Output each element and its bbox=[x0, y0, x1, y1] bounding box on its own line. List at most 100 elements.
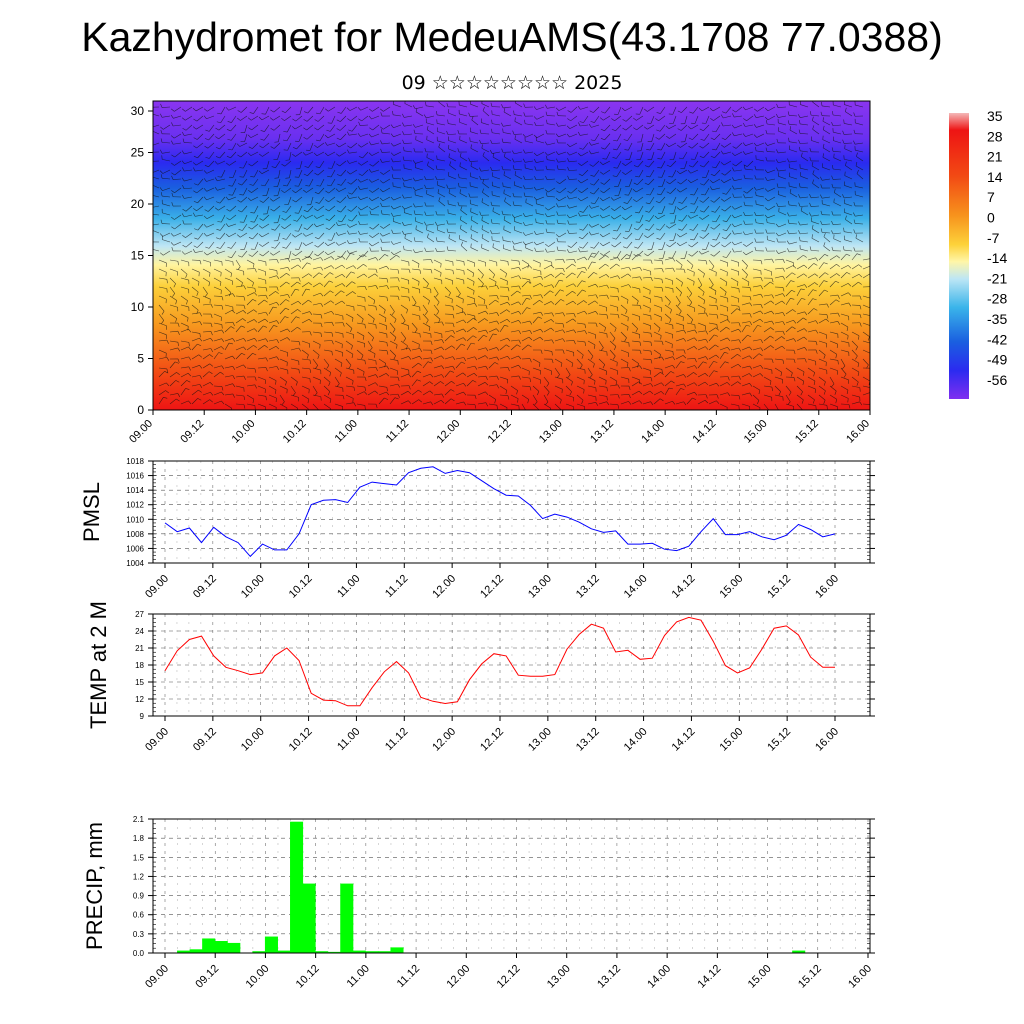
wind-barb bbox=[777, 205, 787, 207]
wind-barb-flag bbox=[286, 281, 290, 285]
wind-barb-flag bbox=[346, 194, 350, 199]
wind-barb-flag bbox=[738, 339, 742, 344]
wind-barb bbox=[383, 169, 391, 175]
wind-barb bbox=[197, 223, 204, 231]
wind-barb-flag bbox=[386, 342, 388, 347]
wind-barb bbox=[591, 214, 600, 218]
wind-barb bbox=[422, 313, 429, 321]
wind-barb-flag bbox=[683, 383, 687, 388]
wind-barb bbox=[246, 309, 254, 315]
wind-barb bbox=[257, 277, 266, 281]
wind-barb bbox=[444, 345, 452, 351]
wind-barb-flag bbox=[348, 129, 353, 132]
wind-barb bbox=[330, 178, 336, 187]
wind-barb-flag bbox=[556, 181, 560, 185]
wind-barb bbox=[669, 223, 677, 229]
wind-barb bbox=[604, 133, 611, 141]
wind-barb-flag bbox=[650, 401, 654, 406]
wind-barb-flag bbox=[192, 108, 197, 112]
wind-barb-flag bbox=[622, 162, 626, 166]
wind-barb-flag bbox=[492, 153, 495, 158]
wind-barb-flag bbox=[639, 341, 642, 346]
wind-barb bbox=[273, 196, 281, 202]
wind-barb-flag bbox=[512, 192, 515, 197]
wind-barb-flag bbox=[812, 125, 815, 130]
wind-barb bbox=[693, 223, 699, 231]
wind-barb-flag bbox=[545, 228, 548, 233]
wind-barb-flag bbox=[606, 401, 610, 406]
wind-barb bbox=[774, 330, 783, 333]
wind-barb bbox=[714, 205, 721, 213]
wind-barb bbox=[492, 142, 501, 144]
wind-barb bbox=[263, 133, 270, 141]
wind-barb-flag bbox=[494, 399, 496, 404]
wind-barb bbox=[570, 115, 578, 122]
wind-barb-flag bbox=[401, 230, 405, 235]
temp-x-tick-label: 11.00 bbox=[335, 726, 362, 753]
wind-barb bbox=[730, 339, 739, 342]
wind-barb bbox=[162, 151, 171, 154]
wind-barb-flag bbox=[705, 356, 709, 360]
wind-barb bbox=[371, 133, 380, 138]
wind-barb bbox=[459, 238, 468, 243]
wind-barb bbox=[730, 347, 739, 351]
wind-barb-flag bbox=[309, 311, 313, 316]
wind-barb bbox=[587, 385, 596, 389]
wind-barb bbox=[536, 124, 545, 127]
wind-barb-flag bbox=[835, 399, 838, 404]
wind-barb bbox=[169, 277, 176, 284]
wind-barb bbox=[625, 124, 633, 131]
wind-barb-flag bbox=[221, 400, 225, 405]
wind-barb-flag bbox=[581, 354, 584, 359]
wind-barb bbox=[393, 151, 402, 156]
wind-barb-flag bbox=[171, 154, 175, 158]
wind-barb-flag bbox=[782, 331, 785, 335]
wind-barb bbox=[822, 121, 831, 126]
wind-barb bbox=[593, 187, 600, 195]
wind-barb-flag bbox=[725, 282, 728, 287]
wind-barb bbox=[558, 106, 567, 111]
wind-barb bbox=[569, 151, 578, 156]
wind-barb bbox=[268, 291, 276, 297]
wind-barb bbox=[705, 223, 710, 232]
wind-barb-flag bbox=[247, 134, 252, 138]
wind-barb bbox=[746, 115, 754, 122]
wind-barb-flag bbox=[481, 234, 484, 239]
wind-barb-flag bbox=[283, 184, 288, 187]
wind-barb-flag bbox=[314, 244, 319, 248]
wind-barb bbox=[206, 214, 215, 219]
wind-barb bbox=[822, 105, 831, 108]
wind-barb bbox=[422, 259, 432, 261]
wind-barb-flag bbox=[217, 221, 222, 223]
wind-barb bbox=[752, 339, 761, 342]
wind-barb bbox=[705, 169, 710, 178]
wind-barb bbox=[228, 106, 237, 111]
wind-barb-flag bbox=[209, 399, 214, 403]
wind-barb-flag bbox=[177, 331, 180, 336]
wind-barb-flag bbox=[738, 306, 740, 311]
wind-barb bbox=[393, 185, 402, 189]
wind-barb bbox=[266, 160, 270, 169]
wind-barb bbox=[778, 250, 787, 254]
wind-barb-flag bbox=[803, 336, 808, 340]
wind-barb bbox=[844, 148, 853, 153]
wind-barb bbox=[650, 115, 655, 124]
wind-barb bbox=[477, 259, 486, 263]
wind-barb-flag bbox=[749, 321, 753, 326]
wind-barb bbox=[774, 367, 782, 373]
wind-barb-flag bbox=[812, 399, 815, 404]
wind-barb bbox=[807, 308, 814, 315]
wind-barb bbox=[153, 142, 160, 146]
wind-barb bbox=[833, 104, 842, 108]
wind-barb bbox=[393, 114, 402, 117]
wind-barb bbox=[295, 196, 303, 203]
wind-barb-flag bbox=[705, 330, 708, 335]
wind-barb-flag bbox=[556, 211, 559, 216]
wind-barb-flag bbox=[397, 383, 401, 388]
wind-barb-flag bbox=[853, 247, 856, 252]
wind-barb-flag bbox=[316, 185, 321, 187]
wind-barb bbox=[730, 381, 738, 387]
wind-barb bbox=[250, 151, 259, 156]
wind-barb-flag bbox=[329, 398, 332, 404]
